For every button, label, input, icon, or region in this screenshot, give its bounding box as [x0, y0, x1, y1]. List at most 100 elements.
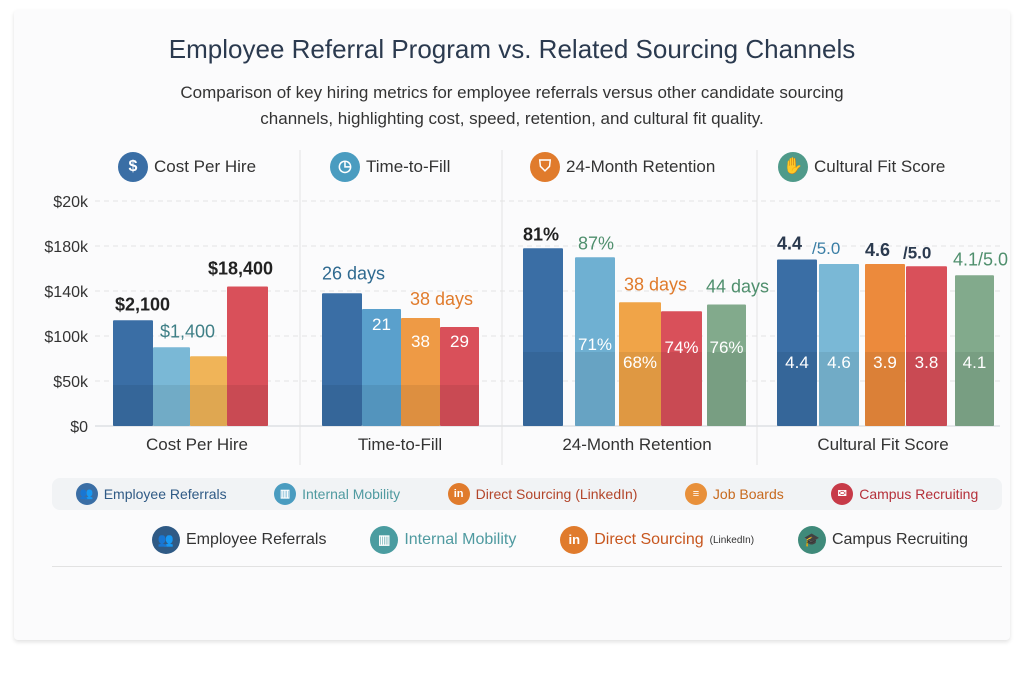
panel-header: ✋ Cultural Fit Score	[778, 152, 945, 182]
bar-shade	[777, 352, 817, 426]
bar-shade	[707, 352, 746, 426]
bar	[661, 311, 702, 426]
legend-label: Internal Mobility	[404, 531, 517, 548]
legend-item: ≡ Job Boards	[684, 483, 784, 505]
bar	[227, 286, 268, 426]
y-tick-label: $50k	[53, 374, 89, 391]
panel-header-label: 24-Month Retention	[566, 157, 716, 176]
y-tick-label: $20k	[53, 194, 89, 211]
bar	[955, 275, 994, 426]
panel-header-label: Time-to-Fill	[366, 157, 451, 176]
bar-top-label: /5.0	[812, 239, 840, 258]
bar-shade	[113, 385, 153, 426]
dollar-icon: $	[118, 152, 148, 182]
bar	[777, 259, 817, 426]
bar-inner-label: 3.8	[915, 353, 939, 372]
legend-item: ▥ Internal Mobility	[274, 483, 400, 505]
bar	[322, 293, 362, 426]
subtitle-line: Comparison of key hiring metrics for emp…	[180, 83, 844, 102]
bar-inner-label: 74%	[664, 338, 698, 357]
legend-item: in Direct Sourcing (LinkedIn)	[447, 483, 638, 505]
linkedin-icon: in	[447, 483, 470, 505]
y-tick-label: $100k	[44, 329, 89, 346]
people-icon: 👥	[75, 483, 98, 505]
legend-item: ✉ Campus Recruiting	[831, 483, 978, 505]
bar	[113, 320, 153, 426]
bar-top-label: 38 days	[624, 274, 687, 294]
y-tick-label: $0	[70, 419, 88, 436]
legend-item: 🎓 Campus Recruiting	[797, 526, 969, 554]
subtitle-line: channels, highlighting cost, speed, rete…	[260, 109, 764, 128]
panel-header-label: Cost Per Hire	[154, 157, 257, 176]
legend-label: Direct Sourcing (LinkedIn)	[475, 486, 638, 502]
bar-shade	[865, 352, 905, 426]
bar-inner-label: 76%	[709, 338, 743, 357]
bar	[619, 302, 661, 426]
bar-top-label: 4.6	[865, 240, 890, 260]
bar-inner-label: 38	[411, 332, 430, 351]
bar	[707, 304, 746, 426]
bar-inner-label: 4.6	[827, 353, 851, 372]
people-icon: 👥	[151, 526, 180, 554]
bar	[401, 318, 440, 426]
bar-shade	[401, 385, 440, 426]
bar-top-label: 4.4	[777, 234, 802, 254]
bar-top-label: /5.0	[903, 243, 931, 262]
bar-shade	[153, 385, 190, 426]
clock-icon: ◷	[330, 152, 360, 182]
graduation-cap-icon: 🎓	[797, 526, 826, 554]
bar	[865, 264, 905, 426]
legend-label: Campus Recruiting	[831, 531, 969, 548]
clipboard-icon: ≡	[684, 483, 707, 505]
bar	[575, 257, 615, 426]
legend-item: 👥 Employee Referrals	[151, 526, 326, 554]
panel-header: ⛉ 24-Month Retention	[530, 152, 715, 182]
bar-shade	[819, 352, 859, 426]
divider	[52, 566, 1002, 567]
y-tick-label: $180k	[44, 239, 89, 256]
bar-shade	[190, 385, 227, 426]
bar-inner-label: 4.4	[785, 353, 809, 372]
legend-label: Employee Referrals	[103, 486, 227, 502]
bar-top-label: 26 days	[322, 263, 385, 283]
bar-shade	[619, 352, 661, 426]
bar-inner-label: 21	[372, 315, 391, 334]
bar	[362, 309, 401, 426]
x-axis-label: Cultural Fit Score	[817, 435, 948, 454]
y-tick-label: $140k	[44, 284, 89, 301]
bar-shade	[906, 352, 947, 426]
bar-shade	[523, 352, 563, 426]
panel-header-label: Cultural Fit Score	[814, 157, 946, 176]
bar	[440, 327, 479, 426]
bar-inner-label: 4.1	[963, 353, 987, 372]
legend-primary: 👥 Employee Referrals ▥ Internal Mobility in D…	[52, 478, 1002, 510]
bar-shade	[575, 352, 615, 426]
legend-item: in Direct Sourcing (LinkedIn)	[560, 526, 754, 554]
bar-top-label: $1,400	[160, 321, 215, 341]
legend-item: 👥 Employee Referrals	[75, 483, 227, 505]
legend-item: ▥ Internal Mobility	[370, 526, 516, 554]
bar-top-label: 4.1/5.0	[953, 249, 1008, 269]
bar-shade	[227, 385, 268, 426]
bar-top-label: 44 days	[706, 277, 769, 297]
bar-inner-label: 29	[450, 332, 469, 351]
bar-shade	[440, 385, 479, 426]
building-icon: ▥	[274, 483, 297, 505]
bar	[906, 266, 947, 426]
legend-secondary: 👥 Employee Referrals ▥ Internal Mobility in D…	[130, 524, 990, 556]
bar-shade	[955, 352, 994, 426]
chart-subtitle: Comparison of key hiring metrics for emp…	[0, 80, 1024, 132]
shield-icon: ⛉	[530, 152, 560, 182]
panel-header: $ Cost Per Hire	[118, 152, 256, 182]
bar	[190, 356, 227, 426]
bar-top-label: 87%	[578, 233, 614, 253]
handshake-icon: ✋	[778, 152, 808, 182]
panel-header: ◷ Time-to-Fill	[330, 152, 450, 182]
briefcase-icon: ✉	[831, 483, 854, 505]
legend-label-suffix: (LinkedIn)	[709, 534, 755, 546]
bar-top-label: 38 days	[410, 289, 473, 309]
chart-title: Employee Referral Program vs. Related So…	[168, 34, 856, 64]
bar	[523, 248, 563, 426]
